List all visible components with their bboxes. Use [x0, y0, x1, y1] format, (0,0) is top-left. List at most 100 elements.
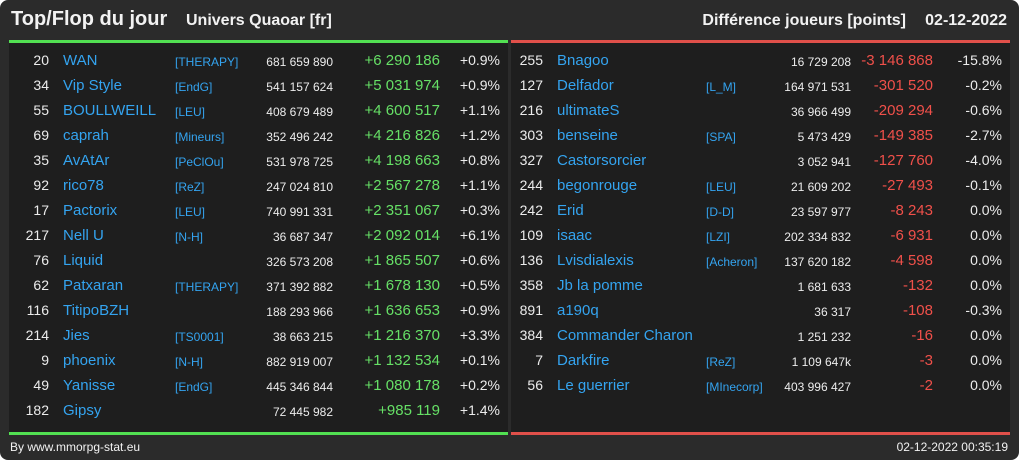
player-name-link[interactable]: AvAtAr [63, 152, 110, 169]
delta-cell: -132 [902, 277, 933, 294]
points-cell: 137 620 182 [784, 255, 851, 269]
percent-cell: +1.1% [459, 102, 500, 118]
player-name-link[interactable]: Liquid [63, 252, 104, 269]
percent-cell: 0.0% [970, 327, 1002, 343]
player-name-link[interactable]: Lvisdialexis [557, 252, 634, 269]
points-cell: 371 392 882 [266, 280, 333, 294]
points-cell: 202 334 832 [784, 230, 851, 244]
player-name-link[interactable]: ultimateS [557, 102, 620, 119]
player-name-link[interactable]: caprah [63, 127, 109, 144]
player-name-link[interactable]: isaac [557, 227, 593, 244]
alliance-link[interactable]: [D-D] [706, 205, 734, 219]
alliance-link[interactable]: [LZI] [706, 230, 731, 244]
alliance-link[interactable]: [MInecorp] [706, 380, 763, 394]
percent-cell: 0.0% [970, 252, 1002, 268]
alliance-link[interactable]: [THERAPY] [175, 280, 239, 294]
player-name-link[interactable]: Bnagoo [557, 52, 609, 69]
source-credit[interactable]: By www.mmorpg-stat.eu [10, 440, 141, 454]
player-name-link[interactable]: Nell U [63, 227, 104, 244]
rank-cell: 303 [519, 127, 543, 143]
table-row: 92 rico78 [ReZ] 247 024 810 +2 567 278 +1.1% [9, 173, 508, 198]
player-name-link[interactable]: TitipoBZH [63, 302, 130, 319]
table-row: 303 benseine [SPA] 5 473 429 -149 385 -2.7% [511, 123, 1010, 148]
player-name-link[interactable]: Gipsy [63, 402, 102, 419]
player-name-link[interactable]: Patxaran [63, 277, 124, 294]
table-row: 76 Liquid 326 573 208 +1 865 507 +0.6% [9, 248, 508, 273]
table-row: 109 isaac [LZI] 202 334 832 -6 931 0.0% [511, 223, 1010, 248]
alliance-link[interactable]: [N-H] [175, 230, 203, 244]
delta-cell: -149 385 [873, 127, 933, 144]
points-cell: 408 679 489 [266, 105, 333, 119]
alliance-link[interactable]: [LEU] [175, 105, 206, 119]
player-name-link[interactable]: benseine [557, 127, 618, 144]
table-row: 891 a190q 36 317 -108 -0.3% [511, 298, 1010, 323]
delta-cell: -3 [919, 352, 933, 369]
rank-cell: 242 [519, 202, 543, 218]
table-row: 17 Pactorix [LEU] 740 991 331 +2 351 067 +0.3… [9, 198, 508, 223]
delta-cell: -3 146 868 [861, 52, 933, 69]
delta-cell: +985 119 [378, 402, 440, 419]
player-name-link[interactable]: a190q [557, 302, 599, 319]
delta-cell: +4 198 663 [364, 152, 441, 169]
player-name-link[interactable]: Delfador [557, 77, 614, 94]
difference-label: Différence joueurs [points] [702, 12, 906, 29]
player-name-link[interactable]: WAN [63, 52, 98, 69]
player-name-link[interactable]: Jies [63, 327, 90, 344]
points-cell: 23 597 977 [790, 205, 851, 219]
table-row: 327 Castorsorcier 3 052 941 -127 760 -4.0% [511, 148, 1010, 173]
player-name-link[interactable]: Pactorix [63, 202, 118, 219]
percent-cell: +0.8% [459, 152, 500, 168]
alliance-link[interactable]: [EndG] [175, 380, 213, 394]
table-row: 217 Nell U [N-H] 36 687 347 +2 092 014 +6.1% [9, 223, 508, 248]
percent-cell: 0.0% [970, 352, 1002, 368]
points-cell: 38 663 215 [272, 330, 333, 344]
player-name-link[interactable]: Erid [557, 202, 584, 219]
table-row: 49 Yanisse [EndG] 445 346 844 +1 080 178 +0.2… [9, 373, 508, 398]
alliance-link[interactable]: [SPA] [706, 130, 736, 144]
alliance-link[interactable]: [N-H] [175, 355, 203, 369]
alliance-link[interactable]: [Acheron] [706, 255, 758, 269]
percent-cell: 0.0% [970, 227, 1002, 243]
alliance-link[interactable]: [ReZ] [706, 355, 736, 369]
alliance-link[interactable]: [LEU] [175, 205, 206, 219]
table-row: 20 WAN [THERAPY] 681 659 890 +6 290 186 +0.9% [9, 48, 508, 73]
table-row: 34 Vip Style [EndG] 541 157 624 +5 031 974 +0… [9, 73, 508, 98]
player-name-link[interactable]: rico78 [63, 177, 104, 194]
flop-list: 255 Bnagoo 16 729 208 -3 146 868 -15.8% 127 De… [511, 48, 1010, 398]
delta-cell: +1 080 178 [364, 377, 441, 394]
alliance-link[interactable]: [TS0001] [175, 330, 224, 344]
percent-cell: +0.6% [459, 252, 500, 268]
player-name-link[interactable]: Jb la pomme [557, 277, 643, 294]
player-name-link[interactable]: Le guerrier [557, 377, 630, 394]
delta-cell: -301 520 [873, 77, 933, 94]
table-row: 244 begonrouge [LEU] 21 609 202 -27 493 -0.1% [511, 173, 1010, 198]
delta-cell: -108 [902, 302, 933, 319]
alliance-link[interactable]: [L_M] [706, 80, 737, 94]
points-cell: 164 971 531 [784, 80, 851, 94]
rank-cell: 127 [519, 77, 543, 93]
alliance-link[interactable]: [LEU] [706, 180, 737, 194]
player-name-link[interactable]: Yanisse [63, 377, 116, 394]
percent-cell: +3.3% [459, 327, 500, 343]
table-row: 56 Le guerrier [MInecorp] 403 996 427 -2 0.0% [511, 373, 1010, 398]
player-name-link[interactable]: Darkfire [557, 352, 610, 369]
rank-cell: 34 [33, 77, 49, 93]
delta-cell: -8 243 [890, 202, 933, 219]
points-cell: 188 293 966 [266, 305, 333, 319]
alliance-link[interactable]: [Mineurs] [175, 130, 225, 144]
alliance-link[interactable]: [THERAPY] [175, 55, 239, 69]
player-name-link[interactable]: begonrouge [557, 177, 638, 194]
player-name-link[interactable]: Commander Charon [557, 327, 693, 344]
percent-cell: +1.4% [459, 402, 500, 418]
points-cell: 5 473 429 [797, 130, 851, 144]
player-name-link[interactable]: phoenix [63, 352, 116, 369]
rank-cell: 7 [535, 352, 543, 368]
alliance-link[interactable]: [PeClOu] [175, 155, 224, 169]
player-name-link[interactable]: BOULLWEILL [63, 102, 157, 119]
alliance-link[interactable]: [ReZ] [175, 180, 205, 194]
player-name-link[interactable]: Vip Style [63, 77, 122, 94]
player-name-link[interactable]: Castorsorcier [557, 152, 647, 169]
delta-cell: +1 216 370 [364, 327, 441, 344]
alliance-link[interactable]: [EndG] [175, 80, 213, 94]
